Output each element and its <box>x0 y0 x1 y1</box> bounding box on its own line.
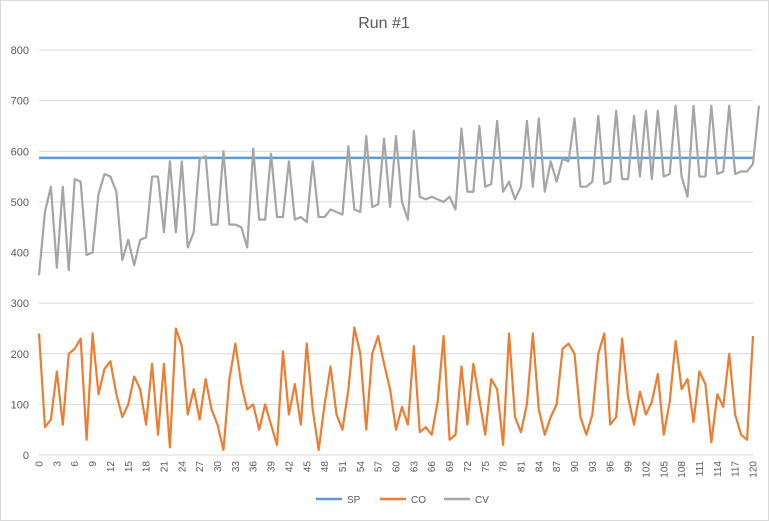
y-tick-label: 800 <box>11 45 29 57</box>
y-tick-label: 0 <box>23 450 29 462</box>
x-axis-ticks: 0 3 6 9 12 15 18 21 24 27 30 33 36 39 42 45 48 51 54 57 60 63… <box>35 461 760 478</box>
x-tick-label: 0 <box>35 461 46 467</box>
x-tick-label: 96 <box>606 461 617 473</box>
x-tick-label: 93 <box>588 461 599 473</box>
x-tick-label: 81 <box>516 461 527 473</box>
x-tick-label: 39 <box>267 461 278 473</box>
legend-label: CV <box>475 495 489 506</box>
x-tick-label: 60 <box>392 461 403 473</box>
x-tick-label: 78 <box>499 461 510 473</box>
x-tick-label: 15 <box>124 461 135 473</box>
y-tick-label: 600 <box>11 146 29 158</box>
gridlines <box>39 49 753 456</box>
x-tick-label: 9 <box>88 461 99 467</box>
x-tick-label: 90 <box>570 461 581 473</box>
x-tick-label: 30 <box>213 461 224 473</box>
x-tick-label: 63 <box>409 461 420 473</box>
legend-label: SP <box>347 495 361 506</box>
legend-item-co: CO <box>380 495 426 506</box>
x-tick-label: 87 <box>552 461 563 473</box>
x-tick-label: 27 <box>195 461 206 473</box>
x-tick-label: 12 <box>106 461 117 473</box>
x-tick-label: 102 <box>641 461 652 478</box>
y-tick-label: 100 <box>11 399 29 411</box>
x-tick-label: 21 <box>159 461 170 473</box>
x-tick-label: 69 <box>445 461 456 473</box>
y-tick-label: 300 <box>11 298 29 310</box>
x-tick-label: 18 <box>142 461 153 473</box>
y-tick-label: 200 <box>11 349 29 361</box>
x-tick-label: 111 <box>695 461 706 477</box>
x-tick-label: 84 <box>534 461 545 473</box>
x-tick-label: 114 <box>713 461 724 477</box>
series-line-cv <box>37 104 761 276</box>
y-axis-ticks: 0 100 200 300 400 500 600 700 800 <box>11 45 29 462</box>
x-tick-label: 99 <box>624 461 635 473</box>
x-tick-label: 45 <box>302 461 313 473</box>
x-tick-label: 48 <box>320 461 331 473</box>
x-tick-label: 54 <box>356 461 367 473</box>
x-tick-label: 66 <box>427 461 438 473</box>
x-tick-label: 108 <box>677 461 688 478</box>
y-tick-label: 700 <box>11 96 29 108</box>
x-tick-label: 72 <box>463 461 474 473</box>
x-tick-label: 33 <box>231 461 242 473</box>
x-tick-label: 105 <box>659 461 670 478</box>
y-tick-label: 500 <box>11 197 29 209</box>
legend: SP CO CV <box>316 495 489 506</box>
x-tick-label: 57 <box>374 461 385 473</box>
series-lines <box>37 104 761 452</box>
y-tick-label: 400 <box>11 248 29 260</box>
series-co <box>37 326 755 452</box>
x-tick-label: 51 <box>338 461 349 473</box>
series-cv <box>37 104 761 276</box>
x-tick-label: 24 <box>177 461 188 473</box>
x-tick-label: 120 <box>749 461 760 478</box>
x-tick-label: 36 <box>249 461 260 473</box>
chart-title: Run #1 <box>358 15 410 32</box>
x-tick-label: 3 <box>52 461 63 467</box>
legend-label: CO <box>411 495 426 506</box>
x-tick-label: 42 <box>284 461 295 473</box>
legend-item-sp: SP <box>316 495 361 506</box>
legend-item-cv: CV <box>444 495 489 506</box>
x-tick-label: 6 <box>70 461 81 467</box>
x-tick-label: 117 <box>731 461 742 477</box>
series-line-co <box>37 326 755 452</box>
x-tick-label: 75 <box>481 461 492 473</box>
